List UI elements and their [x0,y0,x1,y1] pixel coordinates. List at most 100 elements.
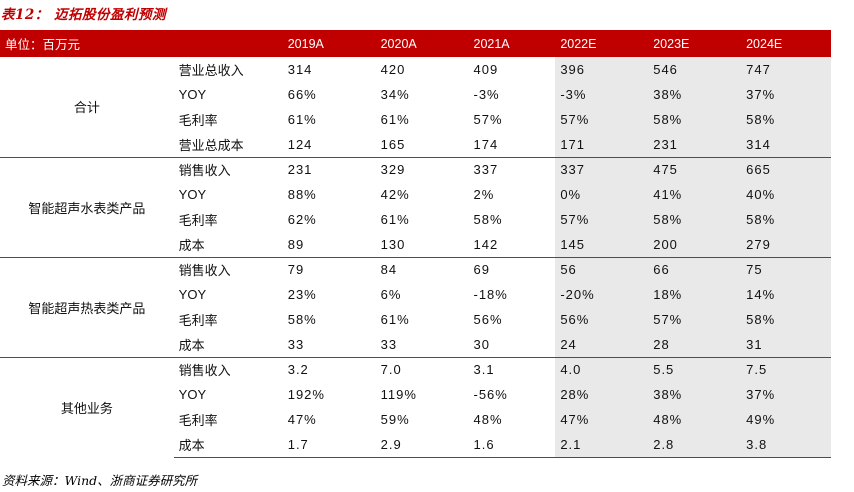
metric-label: YOY [178,287,207,302]
column-header-2021A: 2021A [468,30,556,57]
metric-label: 营业总收入 [178,63,244,78]
cell-value: 475 [648,156,742,182]
cell-value: 192% [287,387,325,402]
cell-value: 7.0 [375,356,469,382]
cell-value: 28 [648,332,742,357]
metric-label: 毛利率 [178,413,218,428]
table-row: 成本 33 33 30 24 28 31 [0,332,831,357]
cell-value: 3.2 [282,356,376,382]
cell-value: 75 [741,256,831,282]
cell-value: 665 [741,156,831,182]
metric-label: 销售收入 [173,256,283,282]
metric-label: YOY [178,387,207,402]
cell-value: 6% [380,287,402,302]
cell-value: 1.7 [282,432,376,458]
cell-value: -3% [473,87,500,102]
cell-value: 57% [648,307,742,332]
column-header-2024E: 2024E [741,30,831,57]
metric-label: 成本 [178,337,205,353]
cell-value: 142 [473,236,499,252]
cell-value: 30 [473,336,490,352]
cell-value: 61% [380,112,410,127]
cell-value: 84 [375,256,469,282]
cell-value: -18% [473,287,508,302]
metric-label: 营业总成本 [178,137,244,153]
cell-value: 1.6 [468,432,556,458]
table-row: 合计 营业总收入 314 420 409 396 546 747 [0,57,831,157]
cell-value: 61% [287,112,317,127]
table-row: 智能超声水表类产品 销售收入 231 329 337 337 475 665 [0,156,831,257]
table-row: 其他业务 销售收入 3.2 7.0 3.1 4.0 5.5 7.5 [0,356,831,457]
cell-value: 124 [287,136,313,152]
cell-value: 58% [741,207,831,232]
cell-value: 3.8 [741,432,831,458]
metric-label: YOY [178,187,207,202]
group-label-other-business: 其他业务 [0,356,174,457]
group-label-total: 合计 [0,57,174,157]
cell-value: 3.1 [468,356,556,382]
table-row: 毛利率 47% 59% 48% 47% 48% 49% [0,407,831,432]
cell-value: 31 [741,332,831,357]
cell-value: -20% [555,282,649,307]
group-label-heat-meter: 智能超声热表类产品 [0,256,174,357]
metric-label: 销售收入 [173,356,283,382]
table-row: YOY 88% 42% 2% 0% 41% 40% [0,182,831,207]
unit-label: 单位：百万元 [0,30,283,57]
table-row: 智能超声热表类产品 销售收入 79 84 69 56 66 75 [0,256,831,357]
cell-value: 18% [648,282,742,307]
table-row: YOY 192% 119% -56% 28% 38% 37% [0,382,831,407]
cell-value: 41% [648,182,742,207]
cell-value: 34% [380,87,410,102]
cell-value: 57% [555,107,649,132]
cell-value: 56% [473,312,503,327]
group-label-water-meter: 智能超声水表类产品 [0,156,174,257]
cell-value: 58% [741,107,831,132]
metric-label: 成本 [178,237,205,253]
cell-value: 409 [473,62,499,77]
cell-value: 171 [555,132,649,157]
cell-value: 4.0 [555,356,649,382]
column-header-2022E: 2022E [555,30,649,57]
cell-value: 58% [473,212,503,227]
cell-value: 747 [741,57,831,82]
cell-value: -3% [555,82,649,107]
cell-value: 42% [380,187,410,202]
cell-value: 69 [468,256,556,282]
cell-value: 56% [555,307,649,332]
page-title: 表12： 迈拓股份盈利预测 [1,7,166,23]
cell-value: 37% [741,82,831,107]
cell-value: 61% [380,312,410,327]
table-row: 营业总成本 124 165 174 171 231 314 [0,132,831,157]
cell-value: 174 [473,136,499,152]
cell-value: 2.8 [648,432,742,458]
column-header-2019A: 2019A [282,30,376,57]
metric-label: YOY [178,87,207,102]
column-header-2023E: 2023E [648,30,742,57]
cell-value: 33 [380,336,398,352]
cell-value: 420 [380,62,406,77]
cell-value: 58% [648,107,742,132]
cell-value: 89 [287,236,305,252]
cell-value: 14% [741,282,831,307]
cell-value: 2.9 [375,432,469,458]
cell-value: 165 [380,136,406,152]
cell-value: 200 [648,232,742,257]
metric-label: 成本 [173,432,283,458]
table-row: YOY 66% 34% -3% -3% 38% 37% [0,82,831,107]
table-row: 成本 1.7 2.9 1.6 2.1 2.8 3.8 [0,432,831,458]
table-row: 毛利率 62% 61% 58% 57% 58% 58% [0,207,831,232]
cell-value: 119% [380,387,417,402]
cell-value: 546 [648,57,742,82]
cell-value: 58% [648,207,742,232]
cell-value: 48% [473,412,503,427]
cell-value: 58% [741,307,831,332]
cell-value: 79 [282,256,376,282]
metric-label: 毛利率 [178,113,218,128]
cell-value: 2% [473,187,495,202]
cell-value: 145 [555,232,649,257]
cell-value: 337 [555,156,649,182]
cell-value: 57% [473,112,503,127]
cell-value: 62% [287,212,317,227]
cell-value: 396 [555,57,649,82]
cell-value: 38% [648,82,742,107]
